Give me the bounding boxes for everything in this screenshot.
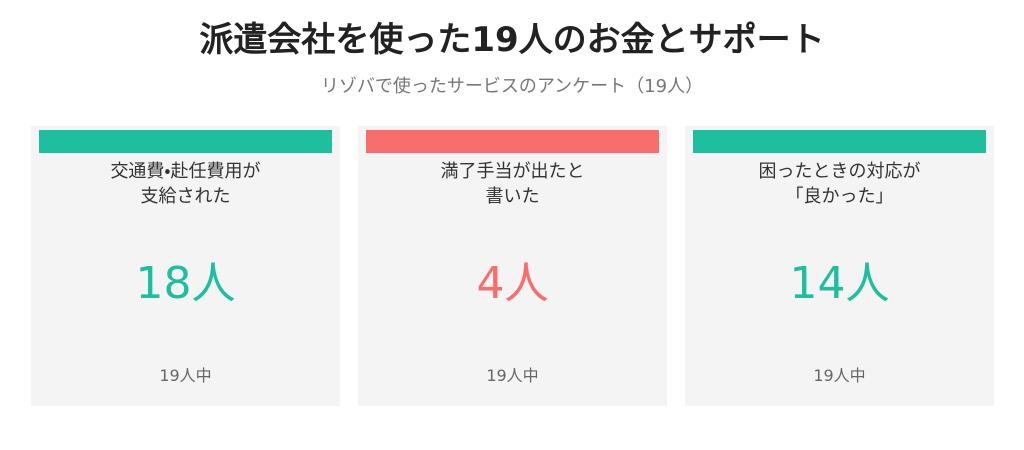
total: 19人中 bbox=[159, 366, 212, 385]
label-line: 「良かった」 bbox=[785, 186, 894, 207]
label-line: 困ったときの対応が bbox=[758, 161, 921, 182]
color-bar bbox=[366, 130, 659, 153]
card: 困ったときの対応が 「良かった」 14人 19人中 bbox=[685, 126, 994, 406]
count: 14人 bbox=[789, 258, 890, 309]
card: 満了手当が出たと 書いた 4人 19人中 bbox=[358, 126, 667, 406]
card-label: 困ったときの対応が 「良かった」 bbox=[685, 159, 994, 209]
count: 18人 bbox=[135, 258, 236, 309]
label-line: 書いた bbox=[485, 186, 540, 207]
card: 交通費・赴任費用が 支給された 18人 19人中 bbox=[31, 126, 340, 406]
total: 19人中 bbox=[486, 366, 539, 385]
label-line: 満了手当が出たと bbox=[440, 161, 585, 182]
label-line: 支給された bbox=[140, 186, 231, 207]
card-label: 満了手当が出たと 書いた bbox=[358, 159, 667, 209]
card-label: 交通費・赴任費用が 支給された bbox=[31, 159, 340, 209]
label-line: 交通費・赴任費用が bbox=[110, 161, 261, 182]
subtitle: リゾバで使ったサービスのアンケート（19人） bbox=[320, 76, 704, 97]
color-bar bbox=[39, 130, 332, 153]
title: 派遣会社を使った19人のお金とサポート bbox=[199, 20, 825, 60]
total: 19人中 bbox=[813, 366, 866, 385]
color-bar bbox=[693, 130, 986, 153]
count: 4人 bbox=[476, 258, 549, 309]
